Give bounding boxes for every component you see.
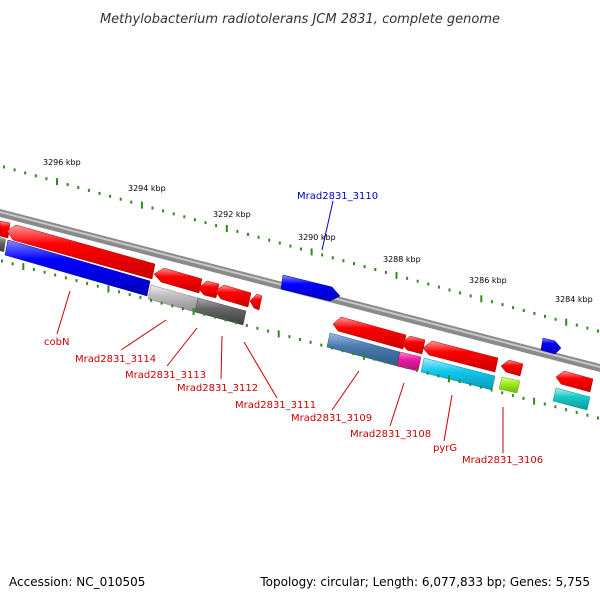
tick-label: 3296 kbp xyxy=(43,158,81,167)
feature-gray-start[interactable] xyxy=(0,237,6,252)
genome-summary-text: Topology: circular; Length: 6,077,833 bp… xyxy=(259,575,590,589)
leader-lines xyxy=(56,200,504,453)
gene-forward-right[interactable] xyxy=(540,337,562,355)
gene-labels: Mrad2831_3110 cobN Mrad2831_3114 Mrad283… xyxy=(44,191,543,466)
feature-mrad2831-3106[interactable] xyxy=(498,376,521,394)
gene-red-8[interactable] xyxy=(500,359,524,377)
gene-red-1[interactable] xyxy=(153,267,203,294)
feature-cobn[interactable] xyxy=(4,239,151,297)
gene-red-6[interactable] xyxy=(400,335,426,355)
gene-red-5[interactable] xyxy=(332,316,407,350)
gene-label[interactable]: pyrG xyxy=(433,443,457,454)
tick-label: 3284 kbp xyxy=(555,295,593,304)
gene-mrad2831-3110[interactable] xyxy=(280,274,341,302)
forward-strand-track xyxy=(280,274,562,355)
outer-tick-dots xyxy=(3,165,599,333)
feature-track xyxy=(0,237,591,411)
gene-red-2[interactable] xyxy=(197,280,220,299)
gene-red-7[interactable] xyxy=(422,340,499,373)
tick-label: 3294 kbp xyxy=(128,184,166,193)
scale-ring: 3296 kbp 3294 kbp 3292 kbp 3290 kbp 3288… xyxy=(3,158,599,333)
gene-label[interactable]: Mrad2831_3114 xyxy=(75,354,156,365)
accession-text: Accession: NC_010505 xyxy=(9,575,145,589)
gene-label[interactable]: Mrad2831_3106 xyxy=(462,455,543,466)
tick-label: 3290 kbp xyxy=(298,233,336,242)
reverse-strand-track xyxy=(0,220,594,393)
gene-cobn-upper[interactable] xyxy=(6,224,156,280)
gene-label[interactable]: Mrad2831_3108 xyxy=(350,429,431,440)
gene-red-4[interactable] xyxy=(249,293,263,311)
gene-label[interactable]: Mrad2831_3112 xyxy=(177,383,258,394)
gene-label[interactable]: Mrad2831_3113 xyxy=(125,370,206,381)
gene-label[interactable]: Mrad2831_3109 xyxy=(291,413,372,424)
genome-title: Methylobacterium radiotolerans JCM 2831,… xyxy=(100,12,500,27)
tick-label: 3286 kbp xyxy=(469,276,507,285)
gene-red-3[interactable] xyxy=(214,284,252,308)
gene-label[interactable]: cobN xyxy=(44,337,69,348)
feature-mrad2831-3108[interactable] xyxy=(396,351,422,372)
gene-label[interactable]: Mrad2831_3111 xyxy=(235,400,316,411)
inner-tick-dots xyxy=(1,259,599,420)
feature-mrad2831-3113[interactable] xyxy=(194,297,247,326)
gene-red-9[interactable] xyxy=(555,370,594,393)
tick-label: 3288 kbp xyxy=(383,255,421,264)
gene-left-edge[interactable] xyxy=(0,220,11,239)
feature-teal[interactable] xyxy=(552,387,591,411)
gene-label[interactable]: Mrad2831_3110 xyxy=(297,191,378,202)
tick-label: 3292 kbp xyxy=(213,210,251,219)
